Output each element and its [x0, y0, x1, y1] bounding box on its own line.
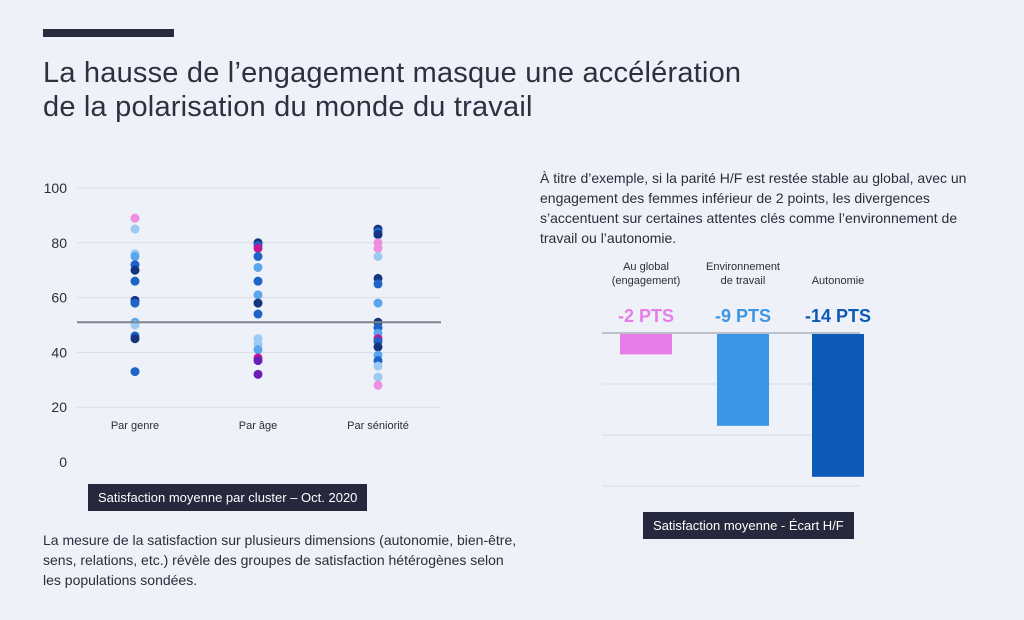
gender-gap-bar-chart: Au global (engagement) -2 PTS Environnement… [602, 261, 871, 487]
scatter-point [253, 309, 263, 319]
y-tick-label: 80 [51, 235, 67, 251]
scatter-point [130, 334, 140, 344]
scatter-point [253, 243, 263, 253]
y-tick-label: 40 [51, 344, 67, 360]
scatter-point [253, 252, 263, 261]
category-label: Par âge [239, 420, 278, 432]
scatter-point [130, 252, 140, 261]
y-tick-label: 100 [44, 180, 68, 196]
bar [812, 334, 864, 477]
page-title: La hausse de l’engagement masque une acc… [43, 56, 903, 124]
bar [620, 334, 672, 355]
scatter-point [253, 276, 263, 286]
bar [717, 334, 769, 426]
scatter-point [253, 298, 263, 308]
scatter-point [130, 367, 140, 377]
scatter-point [253, 356, 263, 366]
scatter-point [373, 230, 383, 240]
scatter-point [373, 380, 383, 390]
title-line-2: de la polarisation du monde du travail [43, 91, 533, 123]
scatter-point [253, 290, 263, 300]
bar-category-label: Autonomie [812, 275, 865, 287]
bar-category-label: Au global [623, 261, 669, 273]
scatter-point [130, 213, 140, 223]
y-tick-label: 0 [59, 454, 67, 470]
scatter-point [130, 224, 140, 234]
scatter-point [373, 361, 383, 371]
scatter-point [373, 372, 383, 382]
scatter-point [253, 345, 263, 355]
scatter-description: La mesure de la satisfaction sur plusieu… [43, 532, 517, 588]
bar-value-label: -2 PTS [618, 306, 674, 326]
bar-category-label: Environnement [706, 261, 780, 273]
category-label: Par genre [111, 420, 159, 432]
scatter-point [130, 265, 140, 275]
y-tick-label: 20 [51, 399, 67, 415]
scatter-point [373, 342, 383, 352]
bar-chart-caption: Satisfaction moyenne - Écart H/F [643, 512, 854, 539]
scatter-caption: Satisfaction moyenne par cluster – Oct. … [88, 484, 368, 511]
scatter-point [373, 298, 383, 308]
gender-gap-description: À titre d’exemple, si la parité H/F est … [540, 170, 967, 246]
scatter-point [373, 252, 383, 261]
category-label: Par séniorité [347, 420, 409, 432]
scatter-point [373, 279, 383, 289]
bar-value-label: -14 PTS [805, 306, 871, 326]
bar-value-label: -9 PTS [715, 306, 771, 326]
scatter-point [130, 298, 140, 308]
bar-category-label: de travail [721, 275, 766, 287]
satisfaction-scatter-chart: 0 20 40 60 80 100 Par genre Par âge Par séniorit… [44, 180, 441, 470]
title-accent-bar [43, 29, 174, 37]
scatter-point [373, 243, 383, 253]
bar-category-label: (engagement) [612, 275, 681, 287]
title-line-1: La hausse de l’engagement masque une acc… [43, 57, 742, 89]
scatter-point [253, 369, 263, 379]
scatter-point [130, 276, 140, 286]
y-tick-label: 60 [51, 290, 67, 306]
scatter-point [253, 262, 263, 272]
